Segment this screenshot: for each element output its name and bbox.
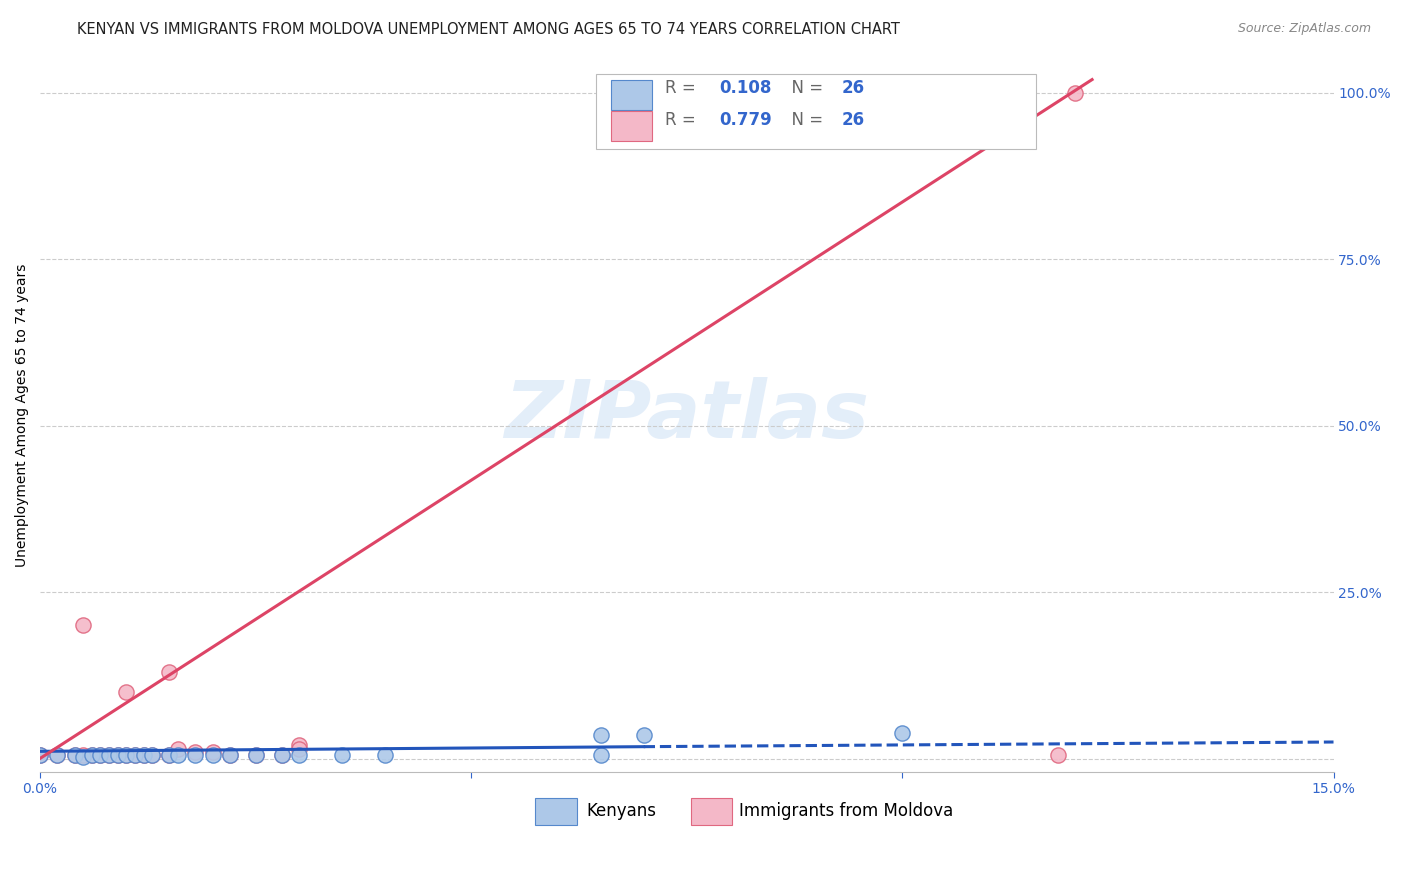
- Text: R =: R =: [665, 112, 700, 129]
- Point: [159, 748, 181, 763]
- Text: Source: ZipAtlas.com: Source: ZipAtlas.com: [1237, 22, 1371, 36]
- Point: [124, 748, 146, 763]
- Point: [141, 748, 163, 763]
- Text: ZIPatlas: ZIPatlas: [505, 376, 869, 455]
- Point: [288, 748, 311, 763]
- Point: [115, 748, 138, 763]
- Point: [98, 748, 121, 763]
- Point: [245, 748, 267, 763]
- Point: [891, 726, 914, 740]
- Point: [201, 748, 224, 763]
- Point: [132, 748, 155, 763]
- Point: [124, 748, 146, 763]
- Point: [80, 748, 103, 763]
- Point: [218, 748, 240, 763]
- FancyBboxPatch shape: [690, 797, 733, 825]
- Point: [107, 748, 129, 763]
- Point: [330, 748, 353, 763]
- Point: [288, 741, 311, 756]
- Point: [89, 748, 111, 763]
- Text: R =: R =: [665, 79, 700, 97]
- Point: [201, 745, 224, 759]
- Point: [167, 741, 190, 756]
- Point: [141, 748, 163, 763]
- Point: [167, 748, 190, 763]
- FancyBboxPatch shape: [536, 797, 576, 825]
- Point: [30, 748, 52, 763]
- Point: [132, 748, 155, 763]
- Point: [80, 748, 103, 763]
- Text: 0.108: 0.108: [718, 79, 772, 97]
- Point: [633, 728, 655, 742]
- Text: KENYAN VS IMMIGRANTS FROM MOLDOVA UNEMPLOYMENT AMONG AGES 65 TO 74 YEARS CORRELA: KENYAN VS IMMIGRANTS FROM MOLDOVA UNEMPL…: [77, 22, 900, 37]
- FancyBboxPatch shape: [610, 80, 652, 110]
- Point: [115, 748, 138, 763]
- Point: [107, 748, 129, 763]
- Point: [589, 728, 612, 742]
- Point: [63, 748, 86, 763]
- Point: [270, 748, 292, 763]
- Text: N =: N =: [782, 79, 828, 97]
- Point: [46, 748, 69, 763]
- Text: 0.779: 0.779: [718, 112, 772, 129]
- Point: [1063, 86, 1085, 100]
- Point: [72, 749, 94, 764]
- Point: [288, 739, 311, 753]
- Point: [374, 748, 396, 763]
- Point: [184, 748, 207, 763]
- Text: 26: 26: [842, 79, 865, 97]
- Point: [30, 748, 52, 763]
- Point: [72, 748, 94, 763]
- Point: [270, 748, 292, 763]
- Point: [184, 745, 207, 759]
- Point: [589, 748, 612, 763]
- Point: [98, 748, 121, 763]
- Point: [72, 618, 94, 632]
- Y-axis label: Unemployment Among Ages 65 to 74 years: Unemployment Among Ages 65 to 74 years: [15, 264, 30, 567]
- Point: [89, 748, 111, 763]
- Point: [63, 748, 86, 763]
- Point: [218, 748, 240, 763]
- Text: 26: 26: [842, 112, 865, 129]
- Point: [159, 748, 181, 763]
- Point: [1046, 748, 1069, 763]
- FancyBboxPatch shape: [596, 74, 1036, 149]
- Text: Immigrants from Moldova: Immigrants from Moldova: [738, 802, 953, 820]
- Point: [115, 685, 138, 699]
- Text: Kenyans: Kenyans: [586, 802, 657, 820]
- Point: [159, 665, 181, 679]
- Point: [245, 748, 267, 763]
- Text: N =: N =: [782, 112, 828, 129]
- Point: [46, 748, 69, 763]
- FancyBboxPatch shape: [610, 112, 652, 141]
